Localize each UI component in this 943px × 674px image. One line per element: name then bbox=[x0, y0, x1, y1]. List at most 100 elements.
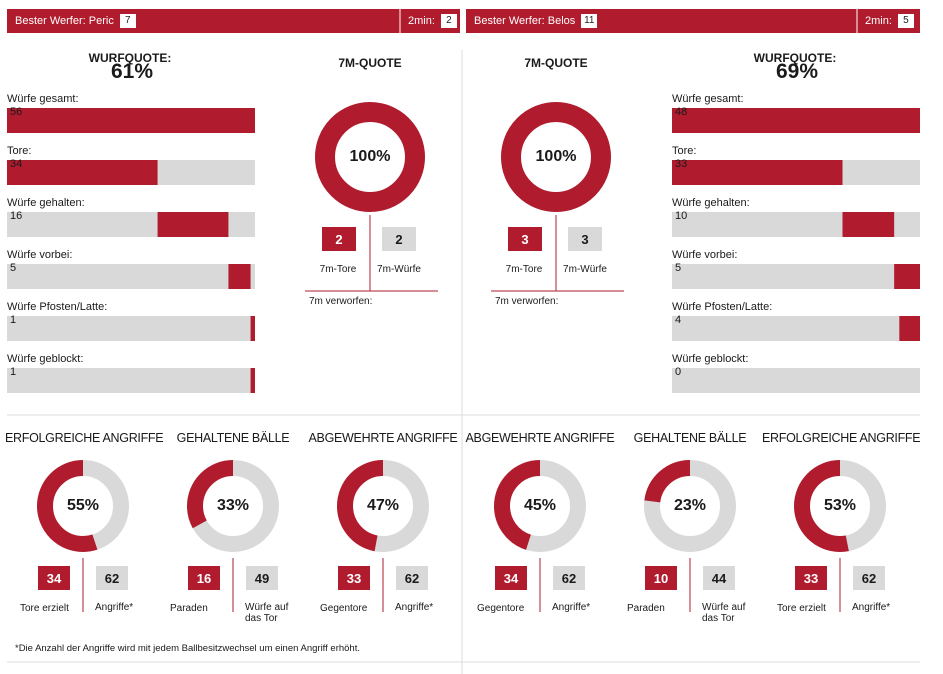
shot-label-value: 0 bbox=[675, 366, 682, 378]
a-label: Tore erzielt bbox=[20, 603, 69, 614]
shot-label-text: Würfe Pfosten/Latte: bbox=[7, 301, 108, 313]
shot-label: Würfe gehalten: 10 bbox=[672, 197, 750, 223]
b-value: 62 bbox=[561, 571, 577, 586]
bar-track bbox=[7, 264, 255, 289]
donut-arc bbox=[337, 460, 429, 552]
goals-box bbox=[322, 227, 356, 251]
a-box bbox=[338, 566, 370, 590]
donut-arc bbox=[187, 460, 279, 552]
shot-label: Würfe gehalten: 16 bbox=[7, 197, 85, 223]
shot-quote: WURFQUOTE: 69% bbox=[725, 52, 865, 83]
b-box bbox=[246, 566, 278, 590]
donut-title: ABGEWEHRTE ANGRIFFE bbox=[308, 431, 458, 445]
shot-label-text: Tore: bbox=[672, 145, 697, 157]
bar-track bbox=[7, 368, 255, 393]
shot-label: Würfe vorbei: 5 bbox=[672, 249, 737, 275]
donut-arc bbox=[37, 460, 129, 552]
a-value: 10 bbox=[653, 571, 669, 586]
two-min-value: 5 bbox=[897, 14, 914, 28]
shot-label-value: 33 bbox=[675, 158, 688, 170]
missed-label: 7m verworfen: bbox=[495, 296, 559, 307]
goals-label: 7m-Tore bbox=[319, 264, 357, 275]
shot-label: Würfe Pfosten/Latte: 4 bbox=[672, 301, 772, 327]
a-value: 16 bbox=[196, 571, 212, 586]
seven-m-goals: 2 bbox=[335, 232, 343, 247]
attempts-label: 7m-Würfe bbox=[377, 264, 421, 275]
bar bbox=[672, 108, 920, 133]
seven-m-attempts: 3 bbox=[581, 232, 589, 247]
seven-m-quote: 100% bbox=[535, 148, 577, 165]
bar bbox=[842, 212, 895, 237]
a-label: Paraden bbox=[627, 603, 665, 614]
a-box bbox=[645, 566, 677, 590]
shot-label-text: Würfe gesamt: bbox=[7, 93, 79, 105]
bar bbox=[899, 316, 920, 341]
two-min-label: 2min: bbox=[408, 14, 435, 27]
two-min-value: 2 bbox=[440, 14, 457, 28]
bar-track bbox=[7, 316, 255, 341]
shot-label-text: Tore: bbox=[7, 145, 32, 157]
a-value: 34 bbox=[46, 571, 62, 586]
a-box bbox=[795, 566, 827, 590]
donut-value: 23% bbox=[673, 497, 707, 514]
bar-track bbox=[672, 368, 920, 393]
seven-m-quote: 100% bbox=[349, 148, 391, 165]
shot-label-text: Würfe Pfosten/Latte: bbox=[672, 301, 773, 313]
a-value: 33 bbox=[346, 571, 362, 586]
shot-quote: WURFQUOTE: 61% bbox=[60, 51, 200, 83]
b-box bbox=[853, 566, 885, 590]
b-label: Angriffe* bbox=[95, 602, 134, 613]
donut-title: GEHALTENE BÄLLE bbox=[633, 431, 747, 445]
b-label: Angriffe* bbox=[552, 602, 591, 613]
b-label: Angriffe* bbox=[852, 602, 891, 613]
b-value: 62 bbox=[104, 571, 120, 586]
shot-label: Würfe gesamt: 48 bbox=[672, 93, 744, 119]
shot-label: Würfe vorbei: 5 bbox=[7, 249, 72, 275]
b-value: 62 bbox=[404, 571, 420, 586]
shot-label-value: 48 bbox=[675, 106, 688, 118]
bar-track bbox=[672, 316, 920, 341]
shot-label: Tore: 33 bbox=[672, 145, 696, 171]
bar bbox=[228, 264, 251, 289]
b-label: Würfe auf das Tor bbox=[245, 602, 289, 624]
shot-label-text: Würfe vorbei: bbox=[672, 249, 738, 261]
seven-m-attempts: 2 bbox=[395, 232, 403, 247]
shot-label: Würfe geblockt: 0 bbox=[672, 353, 748, 379]
best-thrower: Bester Werfer: Belos 11 bbox=[474, 9, 598, 33]
best-thrower-label: Bester Werfer: Belos bbox=[474, 14, 576, 27]
two-min: 2min: 5 bbox=[865, 9, 914, 33]
bar bbox=[7, 108, 255, 133]
donut-arc bbox=[315, 102, 425, 212]
shot-label: Würfe gesamt: 56 bbox=[7, 93, 79, 119]
two-min: 2min: 2 bbox=[408, 9, 457, 33]
shot-label-text: Würfe gesamt: bbox=[672, 93, 744, 105]
a-label: Paraden bbox=[170, 603, 208, 614]
attempts-box bbox=[568, 227, 602, 251]
donut-value: 45% bbox=[523, 497, 557, 514]
shot-quote-value: 61% bbox=[110, 60, 154, 83]
b-box bbox=[553, 566, 585, 590]
footnote: *Die Anzahl der Angriffe wird mit jedem … bbox=[15, 643, 360, 654]
a-value: 34 bbox=[503, 571, 519, 586]
goals-box bbox=[508, 227, 542, 251]
shot-label-value: 56 bbox=[10, 106, 23, 118]
seven-m-title: 7M-QUOTE bbox=[338, 56, 402, 70]
shot-quote-label: WURFQUOTE: bbox=[88, 51, 172, 65]
two-min-label: 2min: bbox=[865, 14, 892, 27]
shot-quote-value: 69% bbox=[775, 60, 819, 83]
a-label: Gegentore bbox=[477, 603, 525, 614]
shot-label-text: Würfe geblockt: bbox=[7, 353, 84, 365]
b-box bbox=[96, 566, 128, 590]
donut-title: GEHALTENE BÄLLE bbox=[176, 431, 290, 445]
donut-value: 55% bbox=[66, 497, 100, 514]
donut-arc bbox=[494, 460, 586, 552]
shot-label-value: 1 bbox=[10, 366, 17, 378]
shot-label-value: 16 bbox=[10, 210, 23, 222]
shot-label-value: 5 bbox=[675, 262, 682, 274]
a-box bbox=[188, 566, 220, 590]
header-bar bbox=[466, 9, 920, 33]
shot-label-text: Würfe vorbei: bbox=[7, 249, 73, 261]
a-value: 33 bbox=[803, 571, 819, 586]
